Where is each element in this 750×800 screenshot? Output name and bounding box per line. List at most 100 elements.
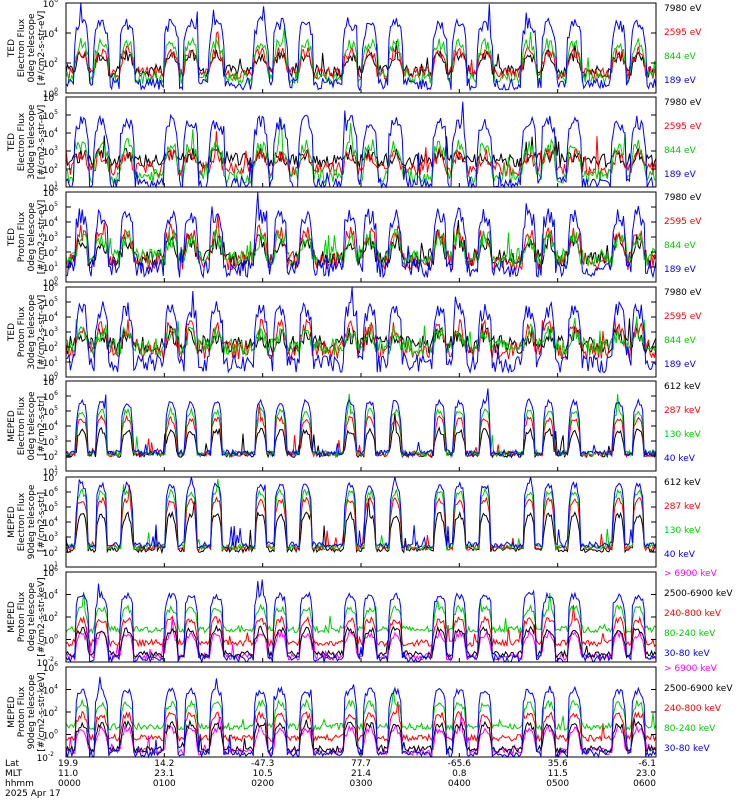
series-line-240-800-kev (65, 604, 657, 649)
y-axis-title-line: [#/cm2-s-str-eV] (37, 200, 47, 275)
y-axis-title: TED Electron Flux 30deg telescope [#/cm2-s-… (7, 104, 47, 179)
y-tick-label: 10-2 (37, 751, 55, 764)
y-axis-title-line: MEPED (7, 410, 17, 442)
legend-entry-189-ev: 189 eV (664, 170, 697, 180)
legend-entry-30-80-kev: 30-80 keV (664, 649, 710, 659)
series-line-240-800-kev (65, 701, 657, 744)
legend-entry--6900-kev: > 6900 keV (664, 664, 718, 674)
mlt-tick-label: 21.4 (351, 769, 371, 779)
legend: > 6900 keV 2500-6900 keV 240-800 keV 80-240… (664, 569, 733, 659)
lat-tick-label: -47.3 (251, 759, 274, 769)
legend-entry-287-kev: 287 keV (664, 502, 701, 512)
y-axis-title-line: 90deg telescope (27, 484, 37, 559)
series-line-189-ev (65, 101, 657, 189)
y-tick-label: 106 (43, 0, 58, 10)
legend-entry-40-kev: 40 keV (664, 550, 696, 560)
mlt-tick-label: 23.0 (636, 769, 656, 779)
y-axis-title-line: TED (7, 133, 17, 152)
y-axis-title-line: [#/cm2-s-str] (37, 396, 47, 456)
series-line-189-ev (66, 286, 657, 375)
mlt-tick-label: 11.0 (58, 769, 78, 779)
x-axis-row-label: MLT (5, 769, 23, 779)
mlt-tick-label: 23.1 (154, 769, 174, 779)
y-axis-title-line: [#/cm2-s-str-keV] (37, 672, 47, 751)
legend-entry-130-kev: 130 keV (664, 526, 701, 536)
series-line-40-kev (65, 476, 657, 550)
legend-entry-2595-ev: 2595 eV (664, 28, 702, 38)
legend-entry-2595-ev: 2595 eV (664, 312, 702, 322)
y-axis-title-line: MEPED (7, 506, 17, 538)
series-line-2500-6900-kev (65, 624, 657, 659)
hhmm-tick-label: 0000 (58, 779, 81, 789)
y-axis-title-line: 30deg telescope (27, 104, 37, 179)
legend: 7980 eV 2595 eV 844 eV 189 eV (664, 4, 702, 86)
hhmm-tick-label: 0600 (633, 779, 656, 789)
y-axis-title-line: Proton Flux (17, 686, 27, 737)
mlt-tick-label: 0.8 (452, 769, 467, 779)
legend-entry-287-kev: 287 keV (664, 406, 701, 416)
x-axis-row-label: 2025 Apr 17 (5, 789, 61, 799)
legend-entry-189-ev: 189 eV (664, 76, 697, 86)
legend-entry-240-800-kev: 240-800 keV (664, 704, 722, 714)
legend: 612 keV 287 keV 130 keV 40 keV (664, 382, 701, 464)
y-axis-title: MEPED Electron Flux 90deg telescope [#/cm2-… (7, 484, 47, 559)
panel-frame (65, 476, 657, 568)
series-line-189-ev (65, 2, 657, 92)
y-axis-title-line: 0deg telescope (27, 391, 37, 461)
legend-entry-612-kev: 612 keV (664, 382, 701, 392)
legend-entry-2595-ev: 2595 eV (664, 122, 702, 132)
legend-entry-844-ev: 844 eV (664, 146, 697, 156)
legend: 7980 eV 2595 eV 844 eV 189 eV (664, 98, 702, 180)
y-axis-title-line: [#/cm2-s-str-eV] (37, 11, 47, 86)
y-axis-title-line: TED (7, 228, 17, 247)
legend-entry-2500-6900-kev: 2500-6900 keV (664, 684, 733, 694)
y-axis-title-line: 90deg telescope (27, 674, 37, 749)
series-line-80-240-kev (65, 690, 657, 732)
legend-entry-7980-ev: 7980 eV (664, 4, 702, 14)
y-axis-title-line: [#/cm2-s-str-eV] (37, 105, 47, 180)
legend-entry-130-kev: 130 keV (664, 430, 701, 440)
series-line-189-ev (65, 191, 657, 279)
legend-entry-2500-6900-kev: 2500-6900 keV (664, 589, 733, 599)
y-axis-title-line: 0deg telescope (27, 202, 37, 272)
legend-entry-189-ev: 189 eV (664, 360, 697, 370)
legend-entry-844-ev: 844 eV (664, 336, 697, 346)
hhmm-tick-label: 0300 (350, 779, 373, 789)
series-line-130-kev (65, 479, 657, 552)
y-axis-title-line: MEPED (7, 601, 17, 633)
y-axis-title-line: 0deg telescope (27, 13, 37, 83)
legend-entry-7980-ev: 7980 eV (664, 193, 702, 203)
y-axis-title: TED Proton Flux 30deg telescope [#/cm2-s-st… (7, 294, 47, 369)
legend-entry-844-ev: 844 eV (664, 52, 697, 62)
x-axis-row-label: hhmm (5, 779, 34, 789)
hhmm-tick-label: 0200 (251, 779, 274, 789)
lat-tick-label: 35.6 (548, 759, 568, 769)
y-axis-title-line: Proton Flux (17, 306, 27, 357)
lat-tick-label: 77.7 (351, 759, 371, 769)
legend-entry-80-240-kev: 80-240 keV (664, 629, 716, 639)
y-axis-title-line: TED (7, 323, 17, 342)
lat-tick-label: 14.2 (154, 759, 174, 769)
lat-tick-label: -6.1 (638, 759, 656, 769)
y-axis-title-line: MEPED (7, 696, 17, 728)
mlt-tick-label: 11.5 (548, 769, 568, 779)
legend: 612 keV 287 keV 130 keV 40 keV (664, 478, 701, 560)
y-axis-title-line: Proton Flux (17, 591, 27, 642)
y-axis-title-line: [#/cm2-s-str-keV] (37, 577, 47, 656)
y-axis-title: MEPED Proton Flux 90deg telescope [#/cm2-s-… (7, 672, 47, 751)
legend-entry-80-240-kev: 80-240 keV (664, 724, 716, 734)
legend: 7980 eV 2595 eV 844 eV 189 eV (664, 193, 702, 275)
series-line-30-80-kev (65, 579, 657, 664)
panel-frame (65, 286, 657, 378)
